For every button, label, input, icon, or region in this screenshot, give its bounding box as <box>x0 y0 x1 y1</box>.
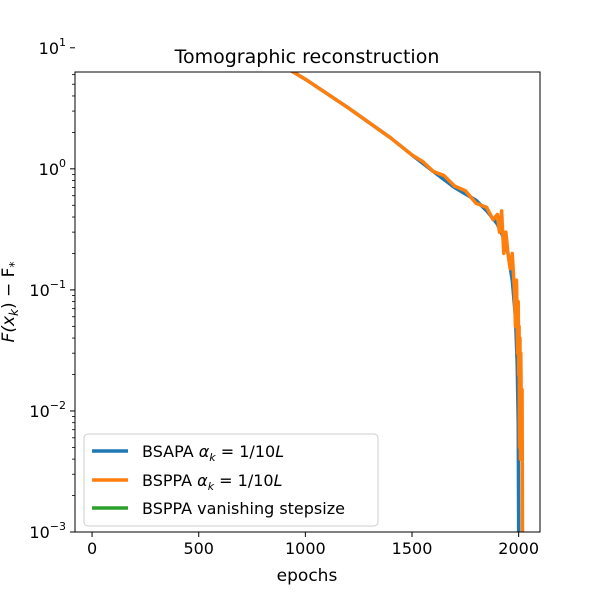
y-tick-label: 10−3 <box>29 520 66 542</box>
x-tick-label: 0 <box>87 539 97 558</box>
x-tick-label: 1000 <box>285 539 326 558</box>
series-layer <box>289 72 525 532</box>
x-tick-label: 2000 <box>498 539 539 558</box>
series-line-2 <box>289 72 525 532</box>
y-axis-label: F(xk) − F* <box>0 262 21 343</box>
y-tick-label: 10−1 <box>29 278 66 300</box>
legend-label-2: BSPPA αk = 1/10L <box>142 471 283 493</box>
legend-box <box>83 433 379 527</box>
legend-label-1: BSAPA αk = 1/10L <box>142 442 284 464</box>
chart-title: Tomographic reconstruction <box>174 46 440 68</box>
y-axis-ticks: 10−310−210−1100101102 <box>29 36 75 542</box>
y-tick-label: 100 <box>39 157 66 179</box>
y-tick-label: 101 <box>39 36 66 58</box>
legend-label-3: BSPPA vanishing stepsize <box>142 499 345 518</box>
x-axis-label: epochs <box>277 566 338 586</box>
x-tick-label: 500 <box>183 539 214 558</box>
legend: BSAPA αk = 1/10L BSPPA αk = 1/10L BSPPA va… <box>83 433 379 527</box>
x-tick-label: 1500 <box>392 539 433 558</box>
x-axis-ticks: 0 500 1000 1500 2000 <box>87 532 539 558</box>
y-tick-label: 10−2 <box>29 399 66 421</box>
